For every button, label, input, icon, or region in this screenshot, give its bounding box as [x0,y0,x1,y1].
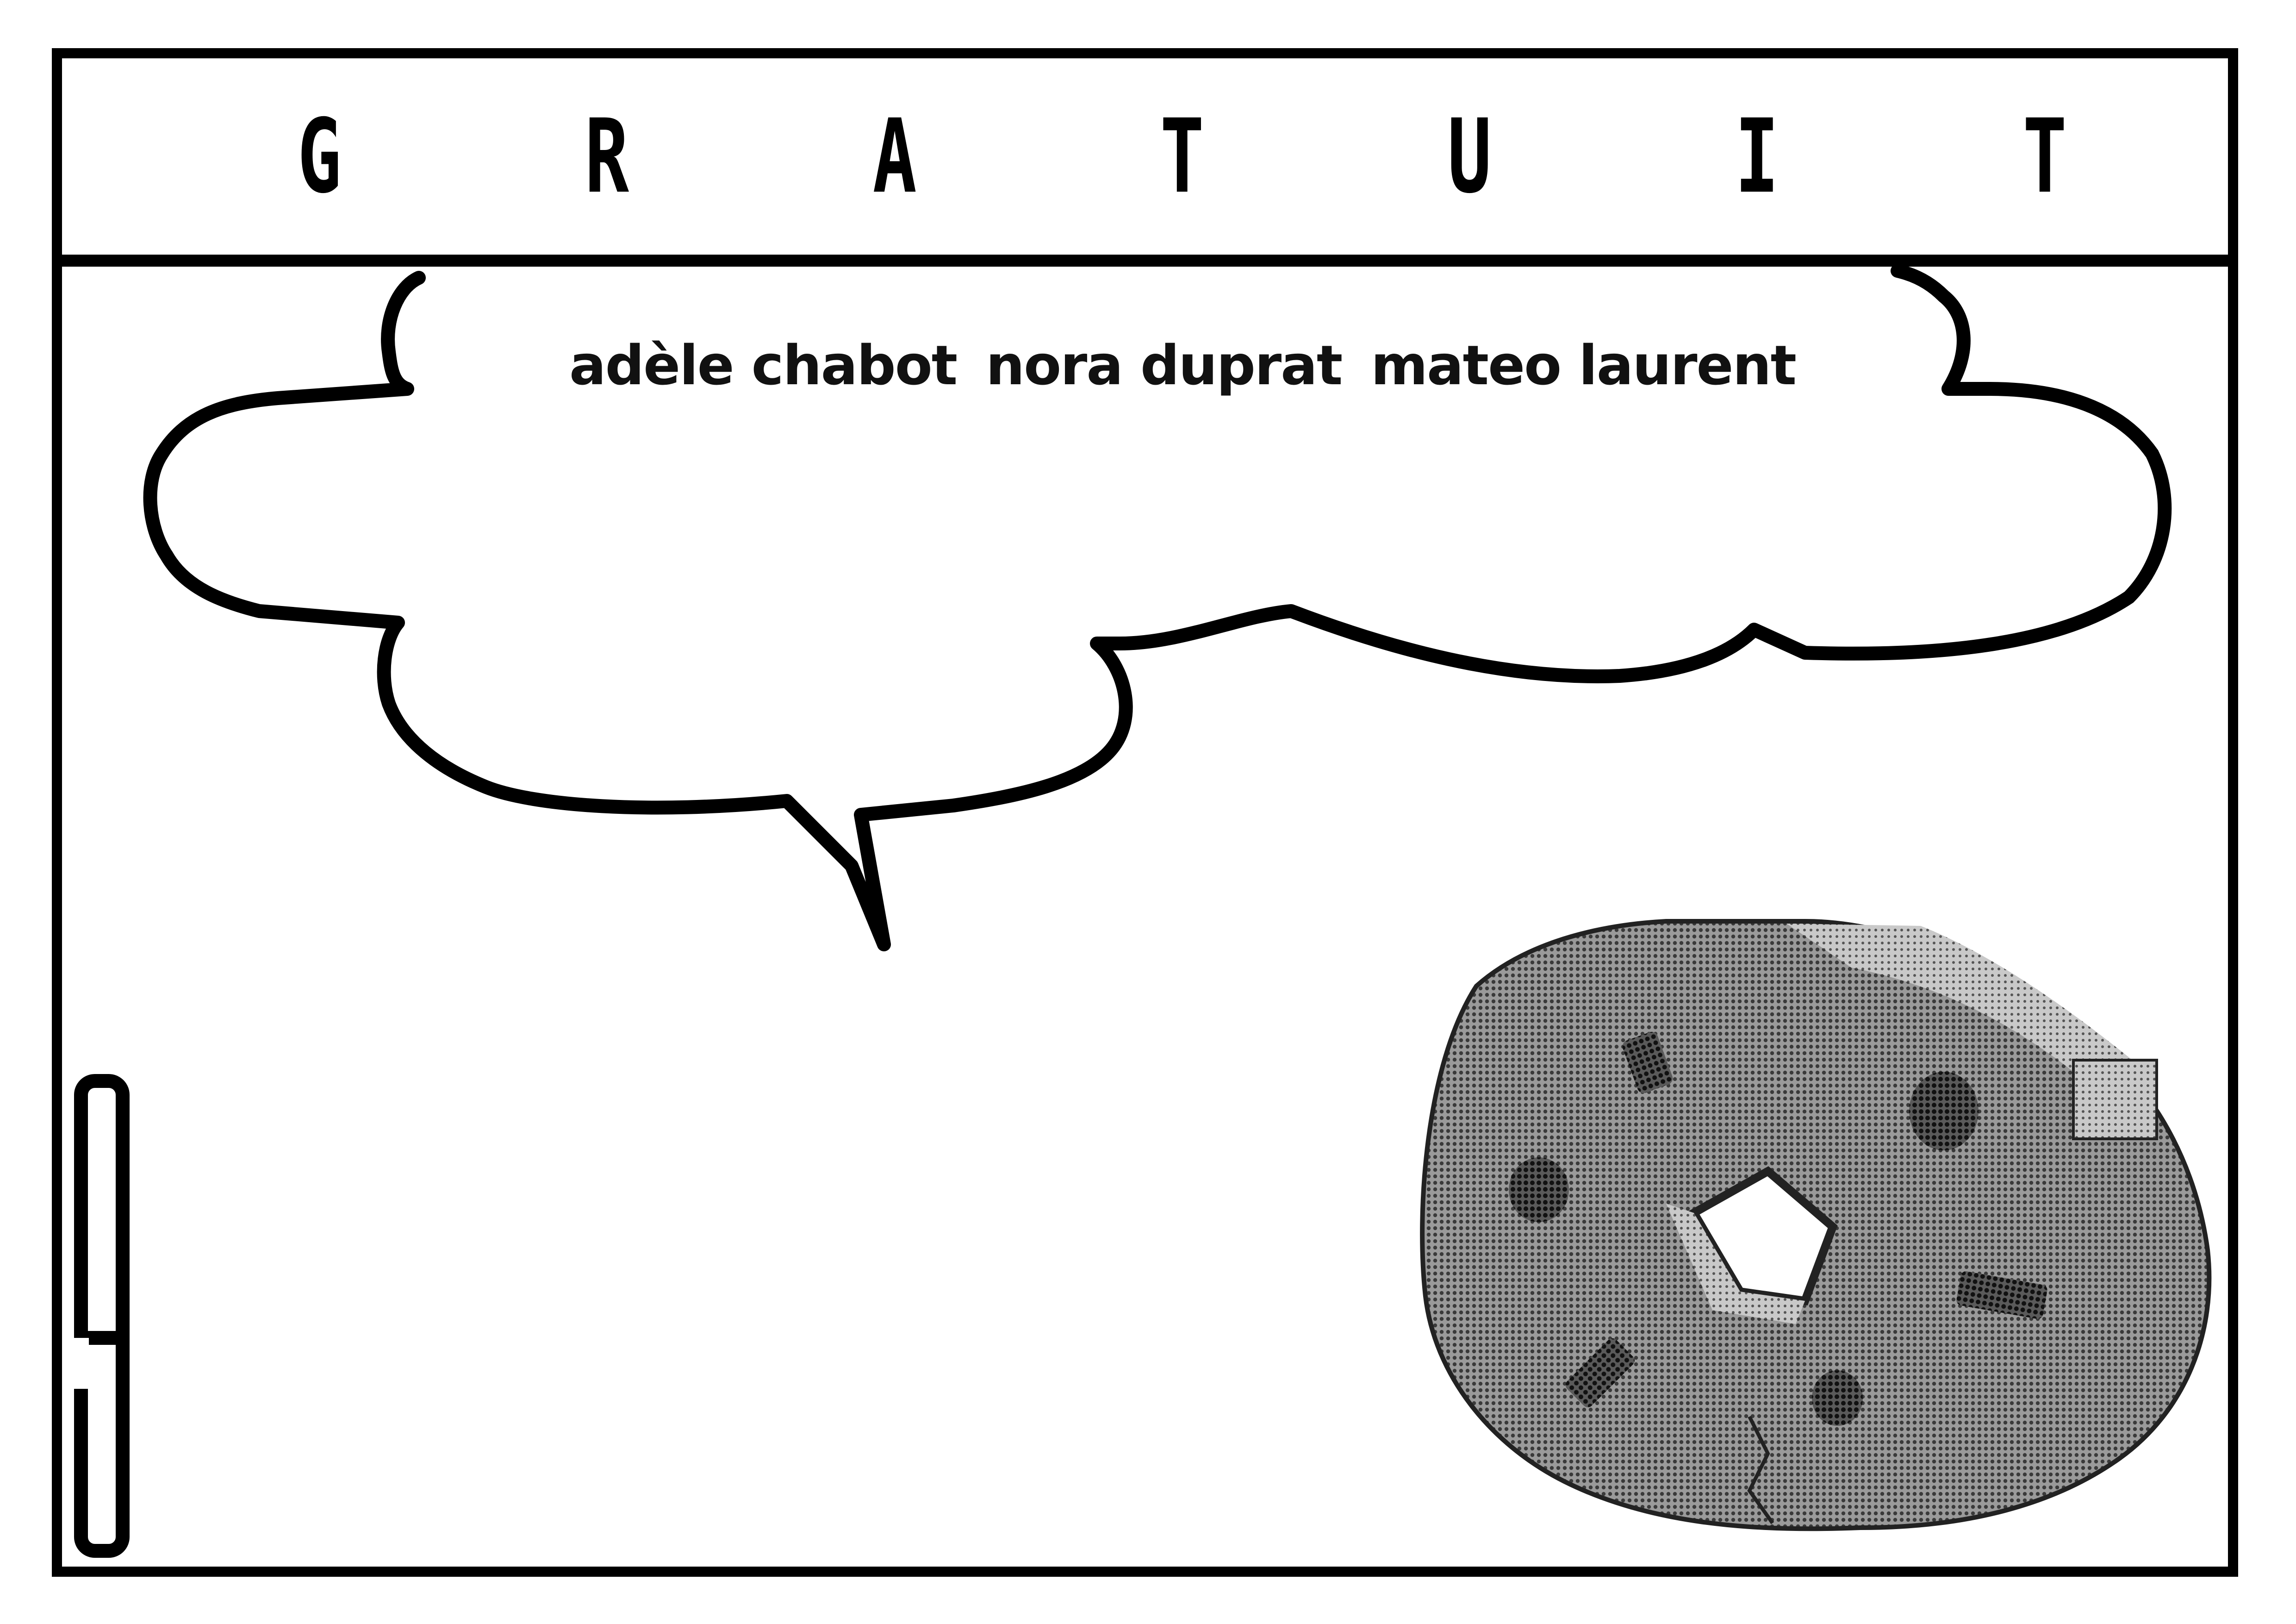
header-letter: T [1160,97,1204,216]
halftone-stone-millstone [1420,919,2212,1531]
author-name: mateo laurent [1371,333,1797,397]
header-band: G R A T U I T [62,58,2228,267]
header-letter: R [585,97,629,216]
bubble-names: adèle chabot nora duprat mateo laurent [569,333,1797,397]
author-name: adèle chabot [569,333,958,397]
author-name: nora duprat [986,333,1343,397]
header-letter: A [872,97,917,216]
outer-frame [52,48,2238,1577]
header-letter: T [2022,97,2067,216]
header-letter: G [297,97,342,216]
speech-bubble-cloud [143,264,2172,951]
header-letter: U [1447,97,1492,216]
rotated-digit-9-glyph [73,1074,130,1558]
header-letter: I [1735,97,1780,216]
